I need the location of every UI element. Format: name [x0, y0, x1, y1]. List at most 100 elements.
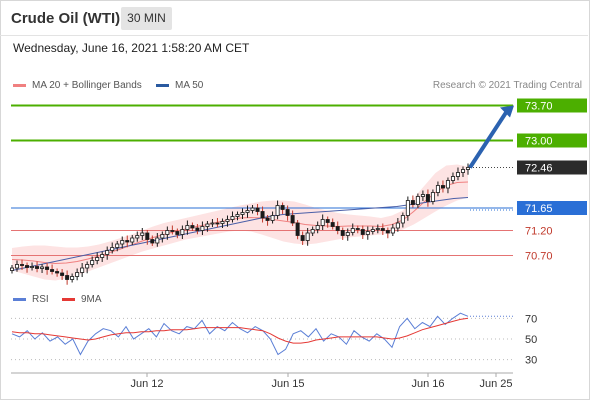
x-tick-label: Jun 15	[271, 378, 304, 390]
candle-body	[360, 229, 365, 235]
candle-body	[355, 228, 360, 230]
candle-body	[150, 239, 155, 244]
candle-body	[275, 205, 280, 216]
candle-body	[270, 215, 275, 221]
x-tick-label: Jun 12	[130, 378, 163, 390]
candle-body	[160, 234, 165, 239]
x-tick-label: Jun 25	[479, 378, 512, 390]
ma20-line	[11, 181, 469, 265]
candle-body	[145, 232, 150, 240]
instrument-title: Crude Oil (WTI)	[11, 10, 121, 27]
candle-body	[40, 266, 45, 269]
candle-body	[135, 235, 140, 239]
candle-body	[435, 185, 440, 193]
candle-body	[195, 227, 200, 231]
candle-body	[140, 232, 145, 236]
candle-body	[285, 209, 290, 216]
candle-body	[205, 223, 210, 227]
candle-body	[220, 221, 225, 224]
candle-body	[170, 230, 175, 232]
candle-body	[340, 230, 345, 236]
level-label-73.00: 73.00	[525, 136, 553, 148]
candle-body	[295, 222, 300, 236]
ma50-line	[11, 197, 469, 271]
timeframe-button[interactable]: 30 MIN	[121, 7, 172, 30]
candle-body	[105, 250, 110, 255]
candle-body	[365, 231, 370, 235]
candle-body	[50, 269, 55, 272]
candle-body	[290, 215, 295, 224]
candle-body	[230, 216, 235, 220]
bollinger-legend-label: MA 20 + Bollinger Bands	[32, 80, 142, 91]
candle-body	[410, 200, 415, 205]
candle-body	[330, 222, 335, 227]
candle-body	[9, 267, 14, 271]
candle-body	[390, 227, 395, 234]
candle-body	[245, 210, 250, 213]
candle-body	[110, 247, 115, 251]
level-box-73.00	[517, 133, 587, 148]
candle-body	[100, 254, 105, 258]
candle-body	[265, 217, 270, 221]
candle-body	[25, 265, 30, 268]
rsi-ma-swatch	[62, 297, 75, 301]
candle-body	[180, 229, 185, 235]
candle-body	[250, 207, 255, 211]
candle-body	[375, 228, 380, 230]
candle-body	[420, 194, 425, 197]
forecast-arrow-head	[500, 105, 514, 118]
candle-body	[380, 228, 385, 231]
bollinger-legend: MA 20 + Bollinger Bands	[13, 80, 142, 91]
ma50-legend: MA 50	[156, 80, 203, 91]
ma50-legend-label: MA 50	[175, 80, 204, 91]
level-label-73.70: 73.70	[525, 101, 553, 113]
rsi-legend: RSI	[13, 294, 49, 305]
candle-body	[80, 267, 85, 273]
candle-body	[235, 214, 240, 217]
candle-body	[175, 231, 180, 235]
candle-body	[130, 237, 135, 243]
rsi-tick-70: 70	[525, 313, 537, 325]
candle-body	[455, 172, 460, 177]
candle-body	[225, 219, 230, 222]
candle-body	[345, 232, 350, 236]
current-price-box	[517, 160, 587, 175]
candle-body	[165, 230, 170, 235]
candle-body	[305, 232, 310, 241]
candle-body	[35, 266, 40, 269]
rsi-tick-50: 50	[525, 334, 537, 346]
candle-body	[310, 229, 315, 234]
candle-body	[115, 243, 120, 248]
candle-body	[400, 215, 405, 224]
candle-body	[15, 264, 20, 269]
candle-body	[55, 271, 60, 274]
timestamp-label: Wednesday, June 16, 2021 1:58:20 AM CET	[13, 41, 250, 55]
candle-body	[190, 225, 195, 229]
candle-body	[315, 225, 320, 230]
candle-body	[75, 272, 80, 277]
candle-body	[90, 260, 95, 265]
current-price-label: 72.46	[525, 163, 553, 175]
rsi-ma-legend: 9MA	[62, 294, 102, 305]
candle-body	[460, 169, 465, 173]
candle-body	[430, 192, 435, 202]
level-box-73.70	[517, 98, 587, 113]
ma50-swatch	[156, 83, 169, 87]
candle-body	[335, 226, 340, 231]
level-label-71.20: 71.20	[525, 226, 553, 238]
rsi-legend-label: RSI	[32, 294, 49, 305]
candle-body	[125, 240, 130, 243]
candle-body	[300, 235, 305, 241]
candle-body	[155, 237, 160, 244]
candle-body	[320, 219, 325, 226]
candle-body	[465, 167, 470, 170]
candle-body	[45, 266, 50, 270]
candle-body	[210, 222, 215, 225]
candle-body	[450, 176, 455, 181]
forecast-arrow-shaft	[468, 108, 510, 169]
x-tick-label: Jun 16	[411, 378, 444, 390]
candle-body	[20, 264, 25, 266]
candle-body	[405, 200, 410, 216]
rsi-ma-line	[11, 317, 469, 344]
rsi-line	[11, 312, 469, 356]
